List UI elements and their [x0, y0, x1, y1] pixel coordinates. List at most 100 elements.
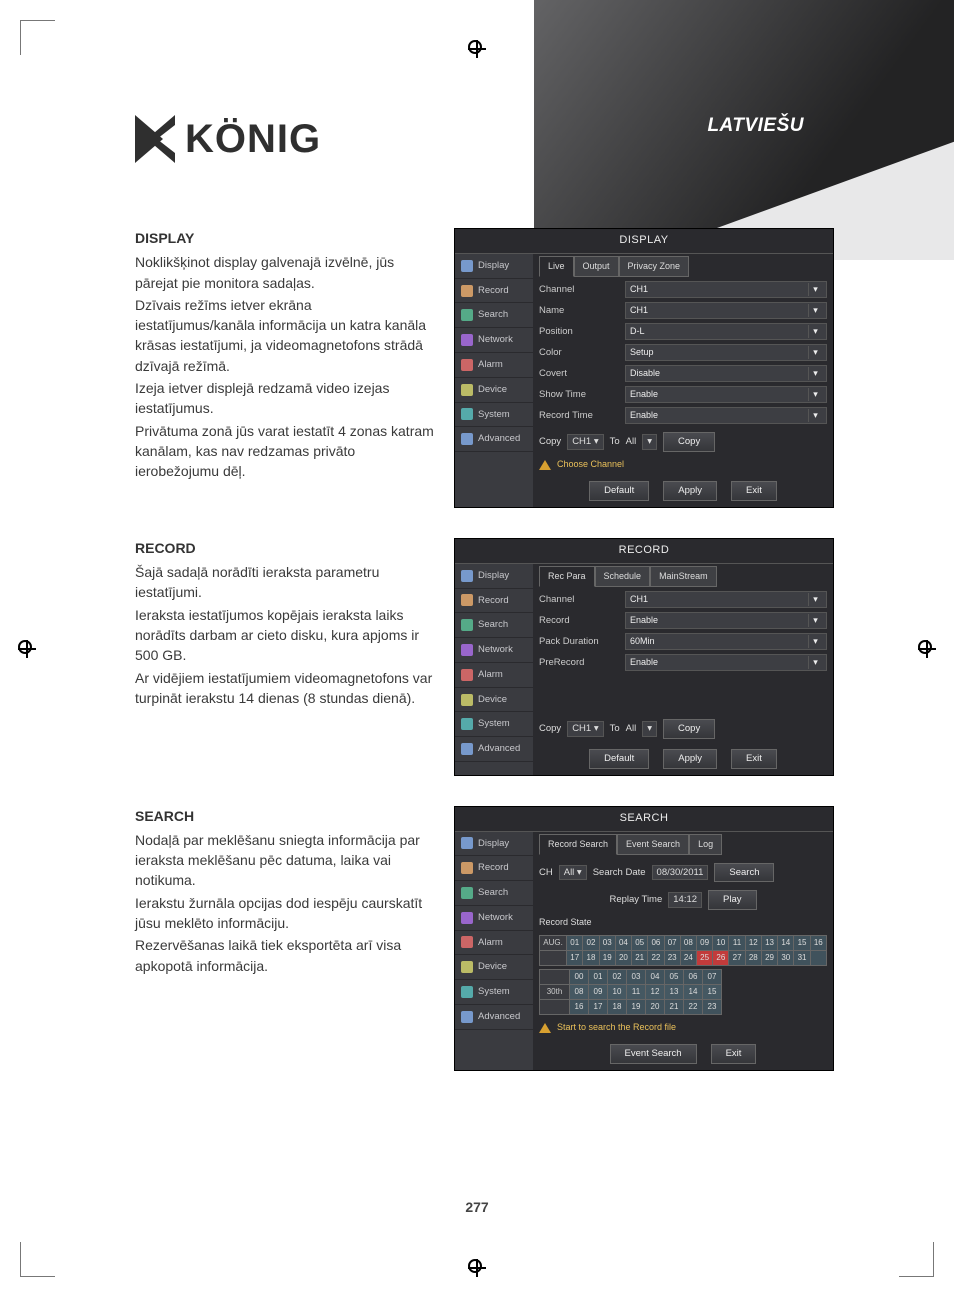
calendar-cell[interactable]: 24	[680, 951, 696, 966]
tab-recpara[interactable]: Rec Para	[539, 566, 595, 587]
calendar-cell[interactable]: 09	[589, 985, 608, 1000]
calendar-cell[interactable]: 27	[729, 951, 745, 966]
calendar-cell[interactable]: 13	[665, 985, 684, 1000]
calendar-cell[interactable]: 30	[778, 951, 794, 966]
calendar-cell[interactable]: 05	[665, 970, 684, 985]
calendar-cell[interactable]: 02	[583, 936, 599, 951]
sidebar-item-alarm[interactable]: Alarm	[455, 663, 533, 688]
field-value[interactable]: Disable▾	[625, 365, 827, 382]
sidebar-item-advanced[interactable]: Advanced	[455, 1005, 533, 1030]
tab-privacy[interactable]: Privacy Zone	[619, 256, 690, 277]
calendar-cell[interactable]: 01	[589, 970, 608, 985]
tab-mainstream[interactable]: MainStream	[650, 566, 717, 587]
calendar-cell[interactable]: 22	[684, 1000, 703, 1015]
field-value[interactable]: CH1▾	[625, 302, 827, 319]
sidebar-item-record[interactable]: Record	[455, 856, 533, 881]
exit-button[interactable]: Exit	[731, 481, 777, 501]
calendar-cell[interactable]: 21	[665, 1000, 684, 1015]
calendar-cell[interactable]: 20	[646, 1000, 665, 1015]
apply-button[interactable]: Apply	[663, 749, 717, 769]
calendar-cell[interactable]: 15	[794, 936, 810, 951]
field-value[interactable]: Enable▾	[625, 386, 827, 403]
ch-select[interactable]: All ▾	[559, 865, 587, 881]
calendar-cell[interactable]: 22	[648, 951, 664, 966]
default-button[interactable]: Default	[589, 481, 649, 501]
calendar-cell[interactable]: 13	[761, 936, 777, 951]
sidebar-item-search[interactable]: Search	[455, 881, 533, 906]
calendar-cell[interactable]: 19	[627, 1000, 646, 1015]
sidebar-item-system[interactable]: System	[455, 403, 533, 428]
calendar-cell[interactable]: 18	[583, 951, 599, 966]
calendar-cell[interactable]: 26	[713, 951, 729, 966]
calendar-cell[interactable]: 11	[627, 985, 646, 1000]
copy-button[interactable]: Copy	[663, 432, 715, 452]
sidebar-item-advanced[interactable]: Advanced	[455, 427, 533, 452]
calendar-cell[interactable]: 23	[664, 951, 680, 966]
play-button[interactable]: Play	[708, 890, 756, 910]
field-value[interactable]: CH1▾	[625, 281, 827, 298]
sidebar-item-display[interactable]: Display	[455, 254, 533, 279]
calendar-cell[interactable]: 02	[608, 970, 627, 985]
exit-button[interactable]: Exit	[711, 1044, 757, 1064]
sidebar-item-network[interactable]: Network	[455, 638, 533, 663]
field-value[interactable]: CH1▾	[625, 591, 827, 608]
sidebar-item-alarm[interactable]: Alarm	[455, 353, 533, 378]
calendar-cell[interactable]: 16	[810, 936, 826, 951]
calendar-cell[interactable]: 05	[632, 936, 648, 951]
sidebar-item-device[interactable]: Device	[455, 955, 533, 980]
calendar-cell[interactable]: 16	[570, 1000, 589, 1015]
calendar-cell[interactable]: 07	[703, 970, 722, 985]
exit-button[interactable]: Exit	[731, 749, 777, 769]
search-button[interactable]: Search	[714, 863, 774, 883]
apply-button[interactable]: Apply	[663, 481, 717, 501]
calendar-cell[interactable]: 29	[761, 951, 777, 966]
calendar-cell[interactable]	[810, 951, 826, 966]
tab-output[interactable]: Output	[574, 256, 619, 277]
calendar-cell[interactable]: 10	[608, 985, 627, 1000]
calendar-cell[interactable]: 07	[664, 936, 680, 951]
calendar-cell[interactable]: 18	[608, 1000, 627, 1015]
calendar-cell[interactable]: 25	[697, 951, 713, 966]
calendar-cell[interactable]: 14	[778, 936, 794, 951]
replay-field[interactable]: 14:12	[668, 892, 702, 908]
calendar-cell[interactable]: 14	[684, 985, 703, 1000]
tab-eventsearch[interactable]: Event Search	[617, 834, 689, 855]
calendar-cell[interactable]: 01	[567, 936, 583, 951]
copy-from[interactable]: CH1 ▾	[567, 434, 603, 450]
calendar-cell[interactable]: 08	[570, 985, 589, 1000]
calendar-cell[interactable]: 19	[599, 951, 615, 966]
sidebar-item-search[interactable]: Search	[455, 303, 533, 328]
calendar-cell[interactable]: 11	[729, 936, 745, 951]
field-value[interactable]: D-L▾	[625, 323, 827, 340]
tab-recordsearch[interactable]: Record Search	[539, 834, 617, 855]
calendar-cell[interactable]: 06	[684, 970, 703, 985]
sidebar-item-alarm[interactable]: Alarm	[455, 931, 533, 956]
calendar-cell[interactable]: 12	[745, 936, 761, 951]
calendar-cell[interactable]: 04	[646, 970, 665, 985]
calendar-cell[interactable]: 20	[615, 951, 631, 966]
default-button[interactable]: Default	[589, 749, 649, 769]
calendar-cell[interactable]: 09	[697, 936, 713, 951]
calendar-cell[interactable]: 03	[599, 936, 615, 951]
tab-log[interactable]: Log	[689, 834, 722, 855]
sidebar-item-system[interactable]: System	[455, 980, 533, 1005]
sidebar-item-display[interactable]: Display	[455, 564, 533, 589]
calendar-cell[interactable]: 04	[615, 936, 631, 951]
sidebar-item-search[interactable]: Search	[455, 613, 533, 638]
sidebar-item-device[interactable]: Device	[455, 378, 533, 403]
copy-to[interactable]: ▾	[642, 721, 657, 737]
calendar-cell[interactable]: 31	[794, 951, 810, 966]
sidebar-item-display[interactable]: Display	[455, 832, 533, 857]
calendar-cell[interactable]: 10	[713, 936, 729, 951]
calendar-cell[interactable]: 28	[745, 951, 761, 966]
calendar-cell[interactable]: 17	[589, 1000, 608, 1015]
tab-live[interactable]: Live	[539, 256, 574, 277]
field-value[interactable]: Enable▾	[625, 407, 827, 424]
field-value[interactable]: Enable▾	[625, 654, 827, 671]
sidebar-item-advanced[interactable]: Advanced	[455, 737, 533, 762]
sidebar-item-network[interactable]: Network	[455, 328, 533, 353]
calendar-cell[interactable]: 23	[703, 1000, 722, 1015]
calendar-cell[interactable]: 03	[627, 970, 646, 985]
field-value[interactable]: Setup▾	[625, 344, 827, 361]
calendar-cell[interactable]: 17	[567, 951, 583, 966]
